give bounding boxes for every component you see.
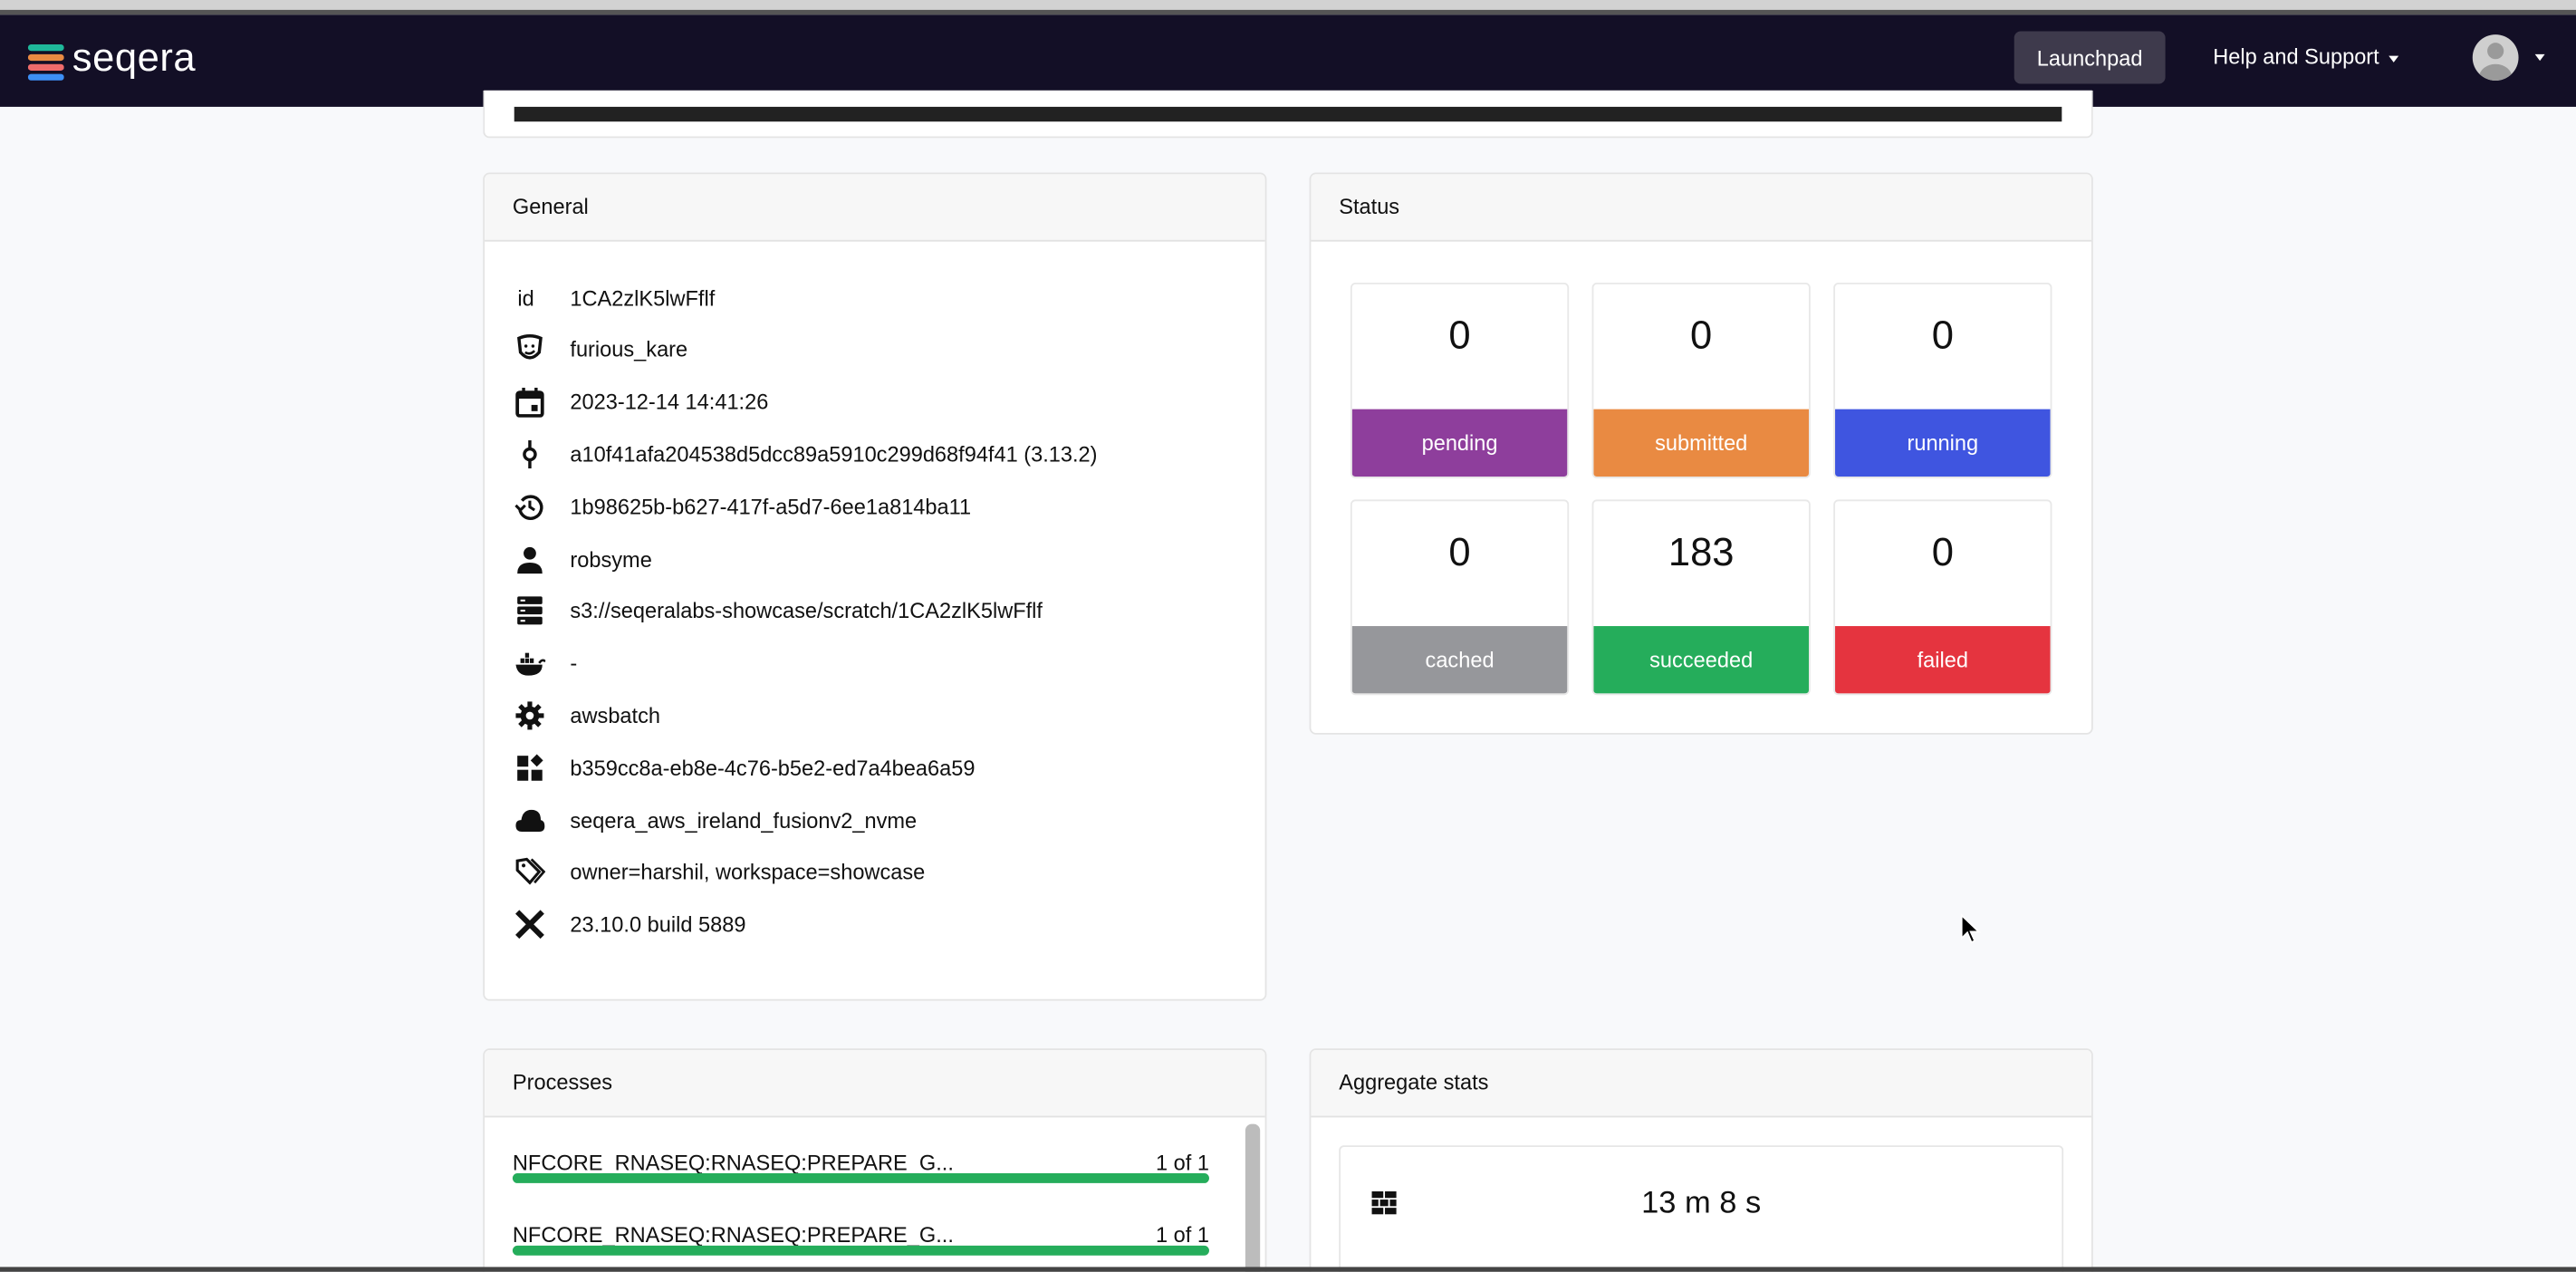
status-label: pending xyxy=(1351,409,1568,477)
process-item[interactable]: NFCORE_RNASEQ:RNASEQ:PREPARE_G... 1 of 1 xyxy=(512,1222,1209,1256)
status-tile-running[interactable]: 0 running xyxy=(1833,282,2052,478)
general-row: a10f41afa204538d5dcc89a5910c299d68f94f41… xyxy=(513,438,1098,470)
processes-title: Processes xyxy=(485,1050,1265,1118)
cloud-icon xyxy=(513,804,545,836)
general-row-value: robsyme xyxy=(570,546,652,572)
general-row: furious_kare xyxy=(513,333,687,366)
general-title: General xyxy=(485,174,1265,242)
storage-icon xyxy=(513,594,545,627)
general-row: - xyxy=(513,647,577,679)
gear-icon xyxy=(513,699,545,732)
user-icon xyxy=(513,543,545,575)
general-row-value: b359cc8a-eb8e-4c76-b5e2-ed7a4bea6a59 xyxy=(570,755,976,780)
general-row: 2023-12-14 14:41:26 xyxy=(513,386,768,419)
general-row-value: 1b98625b-b627-417f-a5d7-6ee1a814ba11 xyxy=(570,494,972,519)
status-label: submitted xyxy=(1593,409,1809,477)
status-tile-cached[interactable]: 0 cached xyxy=(1350,499,1570,696)
status-tile-succeeded[interactable]: 183 succeeded xyxy=(1591,499,1811,696)
general-row-value: s3://seqeralabs-showcase/scratch/1CA2zlK… xyxy=(570,598,1043,623)
general-row: awsbatch xyxy=(513,699,660,732)
general-row-value: - xyxy=(570,650,578,676)
status-count: 0 xyxy=(1931,530,1954,575)
widgets-icon xyxy=(513,751,545,784)
status-label: failed xyxy=(1835,626,2051,694)
general-row: owner=harshil, workspace=showcase xyxy=(513,856,925,889)
wall-time-value: 13 m 8 s xyxy=(1641,1186,1762,1221)
mouse-cursor-icon xyxy=(1960,913,1981,944)
general-row-value: furious_kare xyxy=(570,337,688,362)
wall-clock-grid-icon xyxy=(1371,1191,1397,1215)
nextflow-icon xyxy=(513,908,545,940)
general-row: seqera_aws_ireland_fusionv2_nvme xyxy=(513,804,917,836)
process-count: 1 of 1 xyxy=(1155,1222,1209,1248)
help-and-support-menu[interactable]: Help and Support xyxy=(2213,43,2399,70)
avatar-caret-icon[interactable] xyxy=(2534,53,2545,62)
general-row-value: 23.10.0 build 5889 xyxy=(570,911,746,938)
general-row: id 1CA2zlK5lwFflf xyxy=(513,281,715,313)
docker-icon xyxy=(513,647,545,679)
process-name: NFCORE_RNASEQ:RNASEQ:PREPARE_G... xyxy=(512,1150,954,1175)
seqera-logo-icon[interactable] xyxy=(27,43,64,81)
bottom-edge xyxy=(0,1267,2576,1272)
general-row-value: 1CA2zlK5lwFflf xyxy=(570,284,716,310)
process-name: NFCORE_RNASEQ:RNASEQ:PREPARE_G... xyxy=(512,1222,954,1248)
status-title: Status xyxy=(1311,174,2091,242)
help-label: Help and Support xyxy=(2213,43,2379,70)
launchpad-button[interactable]: Launchpad xyxy=(2014,31,2166,84)
user-avatar-icon xyxy=(2479,43,2513,81)
process-progress-fill xyxy=(512,1245,1209,1256)
general-row-value: 2023-12-14 14:41:26 xyxy=(570,390,769,415)
brand-name[interactable]: seqera xyxy=(72,35,197,81)
wall-time-box: 13 m 8 s xyxy=(1339,1145,2064,1272)
aggregate-stats-card: Aggregate stats 13 m 8 s xyxy=(1309,1048,2093,1272)
status-tile-submitted[interactable]: 0 submitted xyxy=(1591,282,1811,478)
avatar[interactable] xyxy=(2472,34,2519,81)
process-progress-bar xyxy=(512,1245,1209,1256)
calendar-icon xyxy=(513,386,545,419)
aggregate-title: Aggregate stats xyxy=(1311,1050,2091,1118)
status-label: cached xyxy=(1351,626,1568,694)
status-tile-pending[interactable]: 0 pending xyxy=(1350,282,1570,478)
general-row: robsyme xyxy=(513,543,652,575)
general-row: s3://seqeralabs-showcase/scratch/1CA2zlK… xyxy=(513,594,1043,627)
general-row: b359cc8a-eb8e-4c76-b5e2-ed7a4bea6a59 xyxy=(513,751,976,784)
tags-icon xyxy=(513,856,545,889)
history-icon xyxy=(513,490,545,523)
general-row: 1b98625b-b627-417f-a5d7-6ee1a814ba11 xyxy=(513,490,971,523)
log-card xyxy=(483,90,2093,139)
theater-mask-icon xyxy=(513,333,545,366)
scrollbar[interactable] xyxy=(1245,1123,1261,1272)
status-count: 183 xyxy=(1668,530,1735,575)
id-label: id xyxy=(517,284,534,310)
process-progress-bar xyxy=(512,1173,1209,1183)
status-count: 0 xyxy=(1448,530,1471,575)
general-row-value: a10f41afa204538d5dcc89a5910c299d68f94f41… xyxy=(570,441,1098,467)
status-count: 0 xyxy=(1690,313,1713,359)
status-label: running xyxy=(1835,409,2051,477)
processes-card: Processes NFCORE_RNASEQ:RNASEQ:PREPARE_G… xyxy=(483,1048,1267,1272)
general-row-value: owner=harshil, workspace=showcase xyxy=(570,860,926,885)
process-progress-fill xyxy=(512,1173,1209,1183)
general-row-value: awsbatch xyxy=(570,703,661,728)
status-tile-failed[interactable]: 0 failed xyxy=(1833,499,2052,696)
process-count: 1 of 1 xyxy=(1155,1150,1209,1175)
process-item[interactable]: NFCORE_RNASEQ:RNASEQ:PREPARE_G... 1 of 1 xyxy=(512,1150,1209,1183)
browser-strip xyxy=(0,0,2576,10)
general-row-value: seqera_aws_ireland_fusionv2_nvme xyxy=(570,807,918,833)
general-card: General id 1CA2zlK5lwFflf furious_kare 2023… xyxy=(483,172,1267,1001)
divider xyxy=(0,9,2576,15)
log-console xyxy=(514,106,2062,122)
status-card: Status 0 pending 0 submitted 0 running 0 cached… xyxy=(1309,172,2093,735)
commit-icon xyxy=(513,438,545,470)
general-row: 23.10.0 build 5889 xyxy=(513,908,746,940)
status-count: 0 xyxy=(1448,313,1471,359)
status-label: succeeded xyxy=(1593,626,1809,694)
status-count: 0 xyxy=(1931,313,1954,359)
caret-down-icon xyxy=(2389,54,2399,63)
